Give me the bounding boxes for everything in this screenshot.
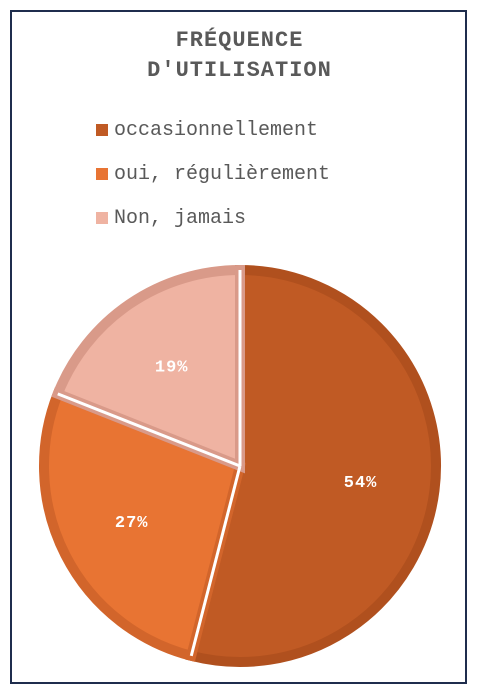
chart-title: FRÉQUENCE D'UTILISATION: [0, 26, 479, 86]
pie-separator-non-jamais: [57, 392, 241, 468]
pie-slice-occasionnellement: [185, 264, 441, 667]
chart-title-line-2: D'UTILISATION: [147, 58, 332, 83]
legend-label-non-jamais: Non, jamais: [114, 206, 247, 230]
legend-swatch-oui-regulierement: [96, 168, 108, 180]
data-label-occasionnellement: 54%: [344, 474, 378, 493]
legend-swatch-occasionnellement: [96, 124, 108, 136]
legend-item-occasionnellement: occasionnellement: [96, 108, 330, 152]
data-label-non-jamais: 19%: [155, 358, 189, 377]
legend-swatch-non-jamais: [96, 212, 108, 224]
legend-item-oui-regulierement: oui, régulièrement: [96, 152, 330, 196]
legend-label-occasionnellement: occasionnellement: [114, 118, 319, 142]
legend-label-oui-regulierement: oui, régulièrement: [114, 162, 331, 186]
chart-title-line-1: FRÉQUENCE: [175, 28, 304, 53]
pie-slice-oui-regulierement: [39, 387, 246, 662]
legend-item-non-jamais: Non, jamais: [96, 196, 330, 240]
data-label-oui-regulierement: 27%: [115, 514, 149, 533]
legend: occasionnellement oui, régulièrement Non…: [96, 108, 330, 240]
pie-slice-non-jamais: [51, 264, 245, 474]
pie-separator-oui-regulierement: [189, 465, 242, 657]
